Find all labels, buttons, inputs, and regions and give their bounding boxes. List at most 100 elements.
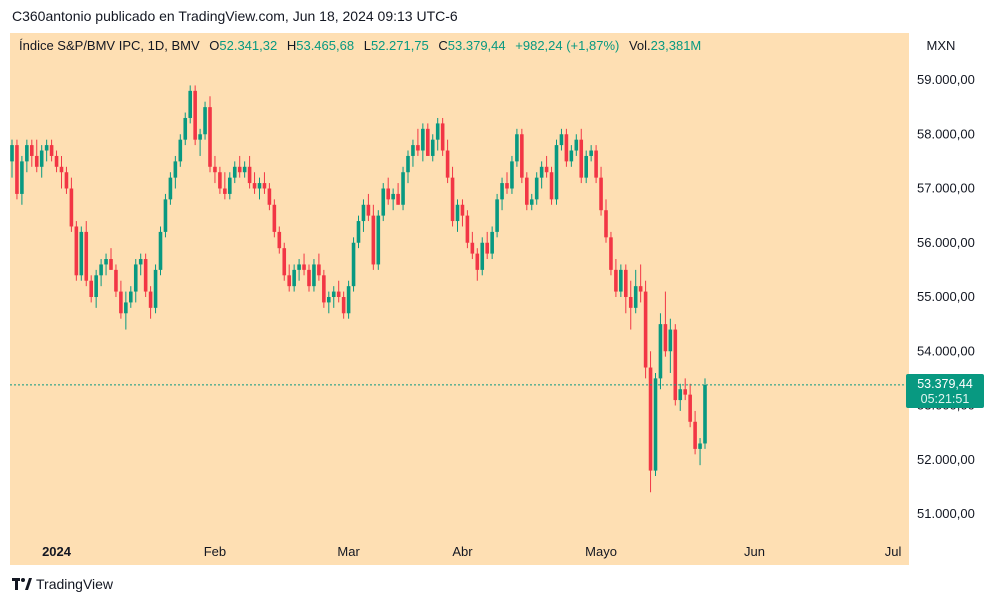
candle-body [34,155,39,167]
candle-body [515,134,519,162]
candle-body [520,134,524,178]
candle-body [15,145,19,194]
candle-body [124,302,128,314]
x-tick-label: Jun [744,544,765,559]
chart-plot[interactable]: 2024 Feb Mar Abr Mayo Jun Jul [10,33,909,565]
candle-body [658,324,663,379]
candle-body [525,177,529,205]
candle-body [74,226,79,276]
candle-body [69,188,74,227]
legend-open: 52.341,32 [219,38,278,53]
candle-body [559,134,564,146]
candle-body [465,215,470,243]
candle-body [302,264,306,270]
candle-body [327,297,331,303]
candle-body [114,269,118,292]
candle-body [693,421,697,449]
candle-body [396,193,400,205]
candle-body [218,172,222,189]
candle-body [252,183,257,189]
candle-body [574,139,579,151]
candle-body [633,286,638,308]
candle-body [376,215,381,265]
candle-body [673,329,678,401]
candle-body [411,145,415,156]
candle-body [648,367,653,471]
candle-body [247,166,252,184]
legend-open-label: O [209,38,220,53]
candle-body [44,145,49,151]
candle-body [223,188,227,194]
candle-body [267,188,272,205]
candle-body [688,394,692,422]
y-tick-label: 56.000,00 [917,235,975,250]
candle-body [20,161,24,194]
y-tick-label: 58.000,00 [917,126,975,141]
candle-body [628,297,633,308]
candle-body [336,291,341,297]
y-tick-label: 52.000,00 [917,452,975,467]
candle-body [232,166,237,178]
candle-body [440,123,445,151]
candle-body [10,145,14,162]
footer-brand-name: TradingView [36,576,114,592]
candle-body [554,145,559,200]
legend-close: 53.379,44 [447,38,506,53]
candle-body [148,291,153,308]
candle-body [198,134,202,140]
candle-body [84,231,89,281]
candle-body [203,107,207,135]
candle-body [604,210,608,238]
candle-body [129,291,133,303]
y-tick-label: 59.000,00 [917,72,975,87]
candle-body [678,389,683,401]
candle-body [30,145,34,156]
currency-button[interactable]: MXN [913,33,969,59]
legend-change: +982,24 (+1,87%) [515,38,620,53]
candle-body [59,166,64,173]
candle-body [317,264,321,276]
y-tick-label: 54.000,00 [917,343,975,358]
candle-body [609,237,613,270]
candle-body [445,150,450,178]
candle-body [237,166,242,173]
candle-body [39,150,44,167]
candle-body [450,177,455,222]
footer-brand[interactable]: TradingView [12,576,113,592]
chart-panel[interactable]: 2024 Feb Mar Abr Mayo Jun Jul [10,33,909,565]
candle-body [138,259,143,265]
candle-body [391,193,395,200]
candle-body [168,177,173,200]
candle-body [406,155,410,173]
legend-symbol: Índice S&P/BMV IPC, 1D, BMV [19,38,200,53]
candle-body [361,204,366,222]
candle-body [277,231,282,249]
candle-body [460,204,465,216]
candle-body [683,389,687,395]
candle-body [213,166,217,173]
candle-body [104,259,108,265]
candle-body [698,443,702,449]
candle-body [193,90,197,140]
candle-body [99,264,103,276]
candle-body [470,242,475,254]
legend-close-label: C [438,38,448,53]
legend-high-label: H [286,38,297,53]
candle-body [643,291,648,368]
candle-body [89,280,93,297]
candle-body [64,172,69,189]
candle-body [619,269,623,292]
candle-body [485,242,489,254]
candle-body [569,150,574,162]
candle-body [351,242,356,287]
candle-body [430,139,435,156]
chart-attribution: C360antonio publicado en TradingView.com… [12,8,458,24]
candle-body [505,183,509,189]
candle-body [529,199,534,205]
last-price-value: 53.379,44 [917,377,973,391]
candle-body [262,183,267,189]
candle-body [426,128,430,156]
legend-vol: 23,381M [650,38,702,53]
price-axis[interactable]: 51.000,0052.000,0053.000,0054.000,0055.0… [909,33,1000,565]
candle-body [495,199,499,232]
